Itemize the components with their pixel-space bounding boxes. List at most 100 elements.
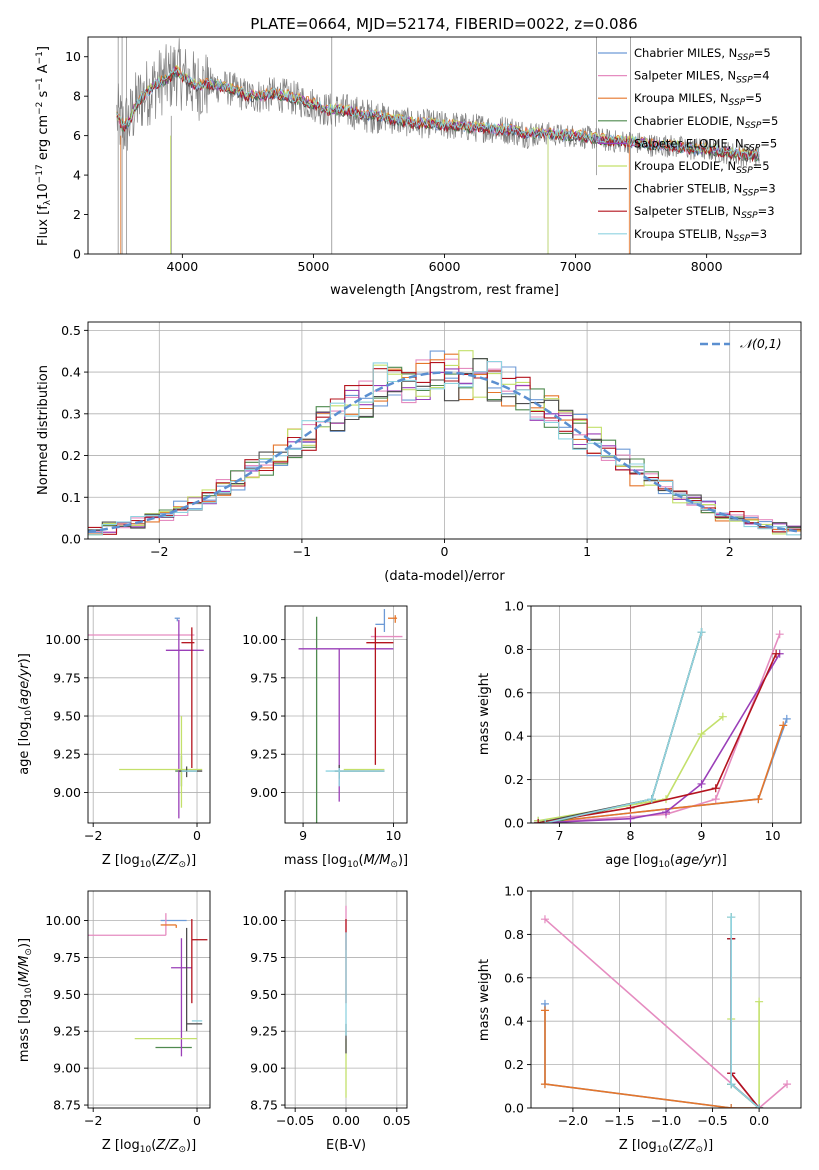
label-part: SSP [734,234,751,244]
weight-line [730,938,760,1108]
y-tick-label: 9.00 [53,785,81,800]
x-tick-label: 0.05 [383,1113,411,1128]
weight-line [730,938,760,1108]
label-part: SSP [745,121,762,131]
label-part: =3 [759,182,776,196]
legend-label: Kroupa MILES, NSSP=5 [634,91,762,108]
axes-frame [284,605,408,824]
label-part: ( [17,705,32,710]
legend-label: 𝒩(0,1) [740,336,782,351]
legend-label: Chabrier STELIB, NSSP=3 [634,182,776,199]
y-axis-label: Flux [fλ10−17 erg cm−2 s−1 A−1] [35,46,53,246]
y-tick-label: 0.6 [504,970,524,985]
weight-marker [626,814,635,823]
y-tick-label: 0.5 [61,323,81,338]
errorbar-point [191,919,208,1004]
label-part: Kroupa ELODIE, N [634,159,736,173]
x-tick-label: 0.0 [749,1113,769,1128]
label-part: M/M [17,956,32,983]
legend-label: Salpeter STELIB, NSSP=3 [634,204,775,221]
legend-label: Salpeter ELODIE, NSSP=5 [634,136,777,153]
panel-residuals: −2 −1 0 1 2 0.0 0.1 0.2 0.3 0.4 0.5 𝒩(0,1) (data-mod… [36,321,802,584]
weight-marker [727,1080,736,1089]
axes-frame [530,605,802,824]
y-tick-label: 0.8 [504,927,524,942]
y-axis-label: mass weight [477,673,492,755]
y-tick-label: 0.0 [61,532,81,547]
x-tick-label: 7 [555,828,563,843]
weight-marker [711,795,720,804]
x-tick-label: −2 [150,544,168,559]
model-spectrum [116,67,760,161]
label-part: Z [log [102,853,140,868]
x-tick-label: −0.5 [697,1113,727,1128]
errorbar-point [178,766,203,778]
y-tick-label: 9.00 [250,785,278,800]
label-part: Chabrier MILES, N [634,46,737,60]
y-tick-label: 1.0 [504,884,524,899]
y-tick-label: 6 [73,128,81,143]
errorbar-point [119,716,203,808]
label-part: Z [log [102,1138,140,1153]
weight-line [538,633,781,823]
label-part: s [36,90,51,101]
x-tick-label: 1 [583,544,591,559]
label-part: ( [151,1138,156,1153]
label-part: age [log [17,722,32,775]
weight-marker [697,730,706,739]
y-tick-label: 9.50 [250,987,278,1002]
x-tick-label: −2.0 [558,1113,588,1128]
y-tick-label: 0.0 [504,1101,524,1116]
y-tick-label: 0.2 [504,772,524,787]
weight-marker [755,1104,764,1108]
errorbar-point [181,627,195,768]
label-part: =3 [750,227,767,241]
label-part: Salpeter ELODIE, N [634,136,744,150]
label-part: erg cm [36,115,51,164]
weight-line [730,1001,760,1108]
label-part: =4 [753,69,770,83]
weight-marker [541,819,550,823]
x-tick-label: 6000 [429,259,461,274]
weight-line [545,631,703,823]
label-part: Salpeter MILES, N [634,69,736,83]
y-tick-label: 10.00 [45,632,81,647]
weight-marker [727,913,736,922]
label-part: −17 [35,164,45,183]
y-tick-label: 10.00 [242,632,278,647]
y-tick-label: 0.4 [504,729,524,744]
weight-line [538,653,781,823]
errorbar-point [375,609,386,632]
errorbar-point [174,617,180,622]
label-part: 10 [24,710,34,722]
weight-marker [662,808,670,817]
label-part: )] [398,853,408,868]
x-tick-label: 0 [193,828,201,843]
y-tick-label: 8.75 [53,1098,81,1113]
label-part: ( [17,982,32,987]
label-part: λ [43,199,53,205]
label-part: ⊙ [178,1145,186,1155]
y-tick-label: 0.1 [61,490,81,505]
errorbar-point [366,627,394,765]
label-part: ( [668,1138,673,1153]
y-tick-label: 0.8 [504,642,524,657]
label-part: 10 [658,860,670,870]
weight-marker [718,712,727,721]
y-tick-label: 0.4 [504,1014,524,1029]
weight-line [538,718,788,823]
weight-marker [779,721,788,730]
y-tick-label: 9.50 [53,987,81,1002]
y-tick-label: 0.3 [61,406,81,421]
x-tick-label: 8000 [691,259,723,274]
errorbar-point [298,648,394,802]
label-part: SSP [742,189,759,199]
weight-line [544,918,788,1108]
label-part: ( [359,853,364,868]
weight-marker [711,784,720,793]
label-part: −1 [35,51,45,64]
